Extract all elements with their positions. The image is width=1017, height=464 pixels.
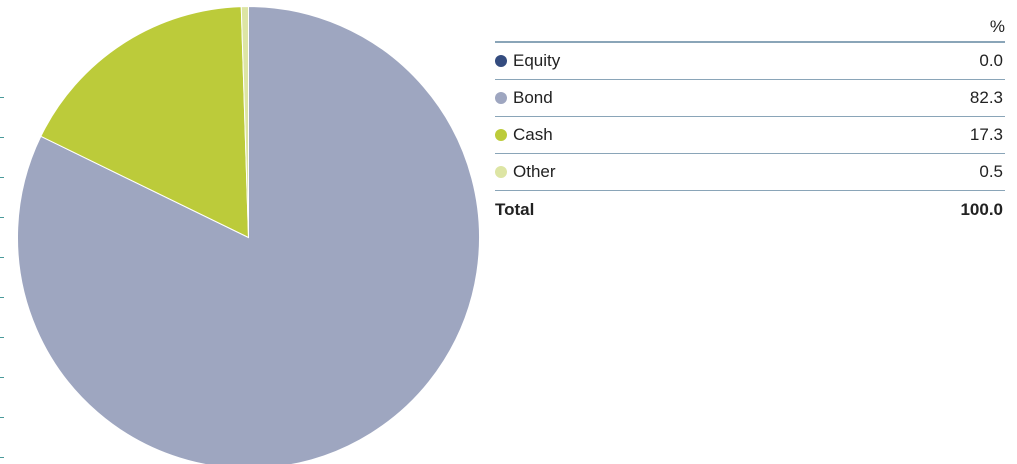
row-label: Bond — [495, 88, 553, 108]
row-value: 0.0 — [979, 51, 1003, 70]
axis-tick — [0, 177, 4, 178]
row-label-text: Other — [513, 162, 556, 181]
table-row-total: Total 100.0 — [495, 191, 1005, 228]
row-label: Other — [495, 162, 556, 182]
axis-tick — [0, 457, 4, 458]
axis-tick — [0, 337, 4, 338]
pie-chart-svg — [17, 6, 480, 464]
allocation-table: % Equity 0.0 Bond 82.3 Cash 17.3 — [495, 12, 1005, 228]
axis-tick — [0, 297, 4, 298]
table-row-cash: Cash 17.3 — [495, 117, 1005, 154]
table-header: % — [495, 12, 1005, 43]
axis-tick — [0, 137, 4, 138]
axis-tick — [0, 377, 4, 378]
legend-dot-icon — [495, 129, 507, 141]
axis-tick — [0, 257, 4, 258]
row-value: 82.3 — [969, 88, 1003, 107]
row-label-text: Bond — [513, 88, 553, 107]
left-axis-ticks — [0, 0, 6, 464]
total-value: 100.0 — [960, 199, 1003, 219]
row-value: 0.5 — [979, 162, 1003, 181]
row-label: Equity — [495, 51, 560, 71]
pie-slice-cash — [40, 6, 250, 239]
legend-dot-icon — [495, 55, 507, 67]
legend-dot-icon — [495, 92, 507, 104]
row-label: Cash — [495, 125, 553, 145]
row-label-text: Cash — [513, 125, 553, 144]
table-row-equity: Equity 0.0 — [495, 43, 1005, 80]
row-label-text: Equity — [513, 51, 561, 70]
unit-header: % — [989, 16, 1005, 36]
pie-chart — [17, 6, 480, 464]
axis-tick — [0, 217, 4, 218]
total-label: Total — [495, 199, 535, 219]
table-row-bond: Bond 82.3 — [495, 80, 1005, 117]
row-value: 17.3 — [969, 125, 1003, 144]
pie-slice-other — [240, 6, 249, 238]
legend-dot-icon — [495, 166, 507, 178]
axis-tick — [0, 417, 4, 418]
table-row-other: Other 0.5 — [495, 154, 1005, 191]
axis-tick — [0, 97, 4, 98]
